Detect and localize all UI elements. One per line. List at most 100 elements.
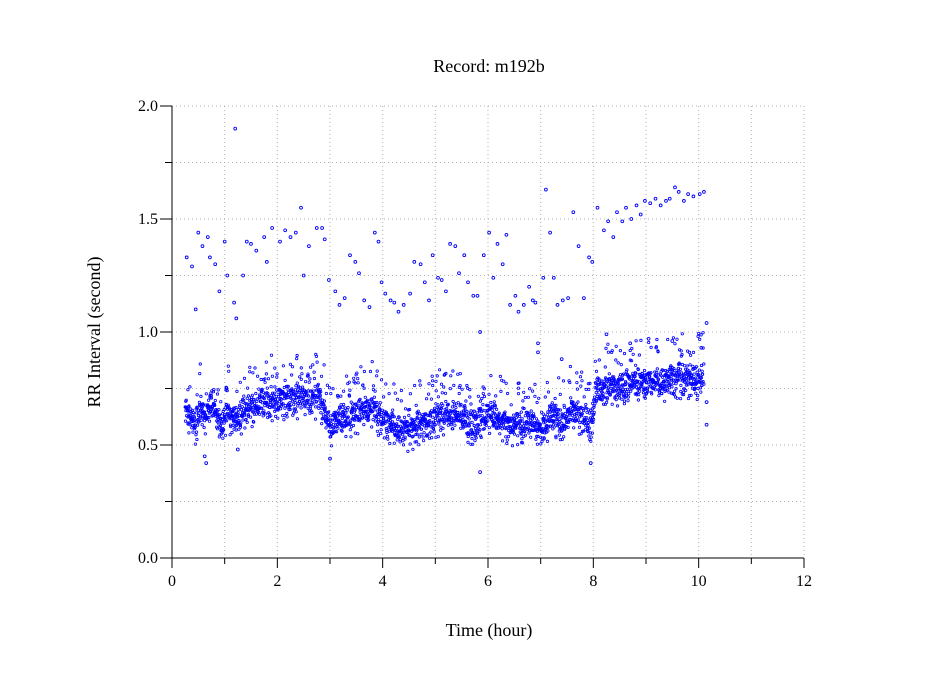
data-point	[622, 351, 627, 356]
data-point	[687, 350, 692, 354]
data-point	[456, 410, 460, 414]
outlier-point	[634, 203, 639, 208]
data-point	[311, 363, 315, 367]
data-point	[619, 362, 623, 367]
data-point	[618, 393, 622, 397]
data-point	[667, 390, 671, 394]
data-point	[675, 396, 679, 400]
data-point	[609, 350, 614, 354]
data-point	[585, 410, 589, 414]
data-point	[596, 392, 600, 396]
data-point	[398, 438, 402, 442]
outlier-point	[527, 284, 531, 289]
data-point	[263, 412, 268, 416]
outlier-point	[235, 447, 240, 452]
outlier-point	[629, 217, 634, 221]
data-point	[461, 425, 465, 429]
data-point	[442, 421, 446, 425]
data-point	[521, 399, 525, 403]
data-point	[313, 417, 318, 421]
data-point	[253, 366, 257, 370]
data-point	[656, 350, 660, 354]
data-point	[375, 369, 379, 373]
data-point	[443, 391, 448, 395]
data-point	[430, 379, 435, 383]
outlier-point	[264, 260, 269, 264]
data-point	[546, 429, 550, 433]
data-point	[461, 417, 465, 422]
data-point	[639, 338, 643, 342]
data-point	[515, 442, 520, 447]
data-point	[335, 414, 339, 418]
data-point	[295, 356, 299, 361]
outlier-point	[348, 253, 352, 258]
data-point	[505, 441, 509, 446]
data-point	[538, 422, 542, 426]
data-point	[362, 386, 366, 390]
data-point	[568, 364, 573, 369]
data-point	[417, 435, 421, 439]
outlier-point	[670, 339, 675, 343]
data-point	[625, 368, 629, 372]
data-point	[519, 410, 523, 414]
data-point	[474, 436, 478, 440]
data-point	[579, 432, 583, 436]
data-point	[289, 373, 294, 377]
data-point	[395, 438, 399, 442]
data-point	[557, 424, 561, 428]
data-point	[413, 419, 417, 423]
data-point	[412, 383, 417, 388]
data-point	[687, 379, 691, 383]
data-point	[203, 432, 207, 436]
data-point	[297, 399, 302, 403]
data-point	[697, 368, 702, 372]
data-point	[271, 402, 275, 406]
data-point	[375, 423, 380, 427]
data-point	[313, 384, 317, 388]
data-point	[196, 423, 200, 427]
data-point	[370, 397, 374, 401]
data-point	[408, 433, 412, 438]
data-point	[246, 386, 250, 390]
data-point	[630, 387, 634, 391]
data-point	[186, 408, 190, 412]
data-point	[259, 399, 263, 403]
data-point	[522, 406, 526, 411]
data-point	[414, 403, 418, 407]
data-point	[671, 336, 676, 340]
data-point	[403, 427, 407, 432]
data-point	[314, 354, 318, 358]
data-point	[680, 332, 684, 336]
data-point	[288, 404, 292, 408]
data-point	[311, 402, 315, 406]
data-point	[542, 436, 546, 440]
data-point	[672, 392, 676, 397]
data-point	[494, 413, 498, 417]
data-point	[636, 367, 640, 372]
outlier-point	[495, 242, 500, 246]
data-point	[702, 362, 706, 366]
data-point	[592, 410, 596, 414]
data-point	[266, 377, 271, 381]
outlier-point	[362, 298, 367, 303]
data-point	[678, 367, 683, 371]
data-point	[590, 407, 594, 411]
outlier-point	[551, 275, 556, 280]
data-point	[498, 432, 502, 436]
data-point	[363, 395, 367, 399]
data-point	[655, 367, 659, 371]
data-point	[331, 386, 335, 391]
outlier-point	[288, 235, 293, 239]
data-point	[237, 419, 241, 423]
data-point	[622, 402, 627, 406]
data-point	[195, 430, 199, 434]
data-point	[408, 442, 412, 446]
data-point	[315, 360, 319, 364]
data-point	[276, 416, 280, 420]
data-point	[642, 391, 646, 395]
data-point	[530, 389, 535, 393]
data-point	[362, 369, 366, 374]
data-point	[341, 402, 346, 407]
outlier-point	[491, 275, 496, 280]
data-point	[401, 443, 406, 447]
